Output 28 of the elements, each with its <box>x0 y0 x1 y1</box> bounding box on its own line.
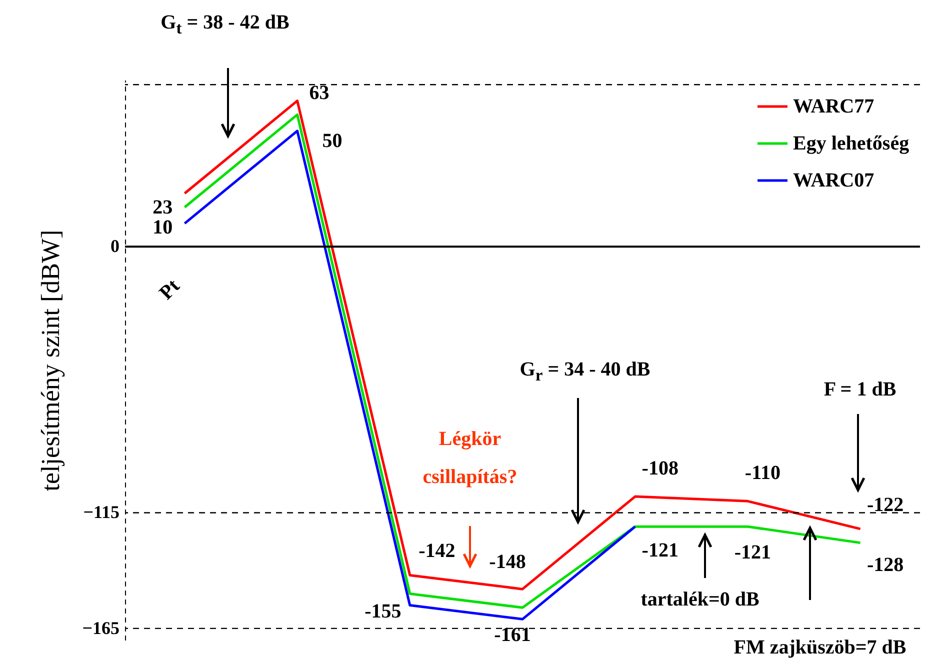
data-label: 50 <box>322 130 342 152</box>
annotation: tartalék=0 dB <box>640 588 760 612</box>
data-label: -161 <box>494 624 531 646</box>
data-label: 23 <box>152 196 173 218</box>
data-label: -108 <box>642 458 678 480</box>
y-axis-title: teljesítmény szint [dBW] <box>36 230 66 492</box>
data-label: -121 <box>642 540 678 562</box>
legend-label: WARC77 <box>793 96 874 118</box>
data-label: -121 <box>734 542 772 564</box>
data-label: 10 <box>152 216 173 238</box>
annotation: Pt <box>155 275 185 305</box>
data-label: -128 <box>866 554 904 576</box>
data-label: 63 <box>309 82 330 104</box>
annotation: Légkör csillapítás? <box>422 427 518 490</box>
y-tick-label: 0 <box>110 236 120 256</box>
y-tick-label: −115 <box>83 502 120 522</box>
data-label: -148 <box>489 551 526 574</box>
text: G$_{t}$ = 38 - 42 dB <box>160 12 290 38</box>
legend-label: Egy lehetőség <box>793 132 910 154</box>
annotation: G$_{r}$ = 34 - 40 dB <box>520 358 650 386</box>
data-label: -122 <box>866 494 904 516</box>
annotation: FM zajküszöb=7 dB <box>734 636 906 660</box>
annotation: F = 1 dB <box>824 378 896 402</box>
data-label: -155 <box>364 600 402 622</box>
y-tick-label: −165 <box>82 618 120 638</box>
legend-label: WARC07 <box>793 170 874 192</box>
data-label: -142 <box>418 540 456 562</box>
data-label: -110 <box>744 462 780 484</box>
